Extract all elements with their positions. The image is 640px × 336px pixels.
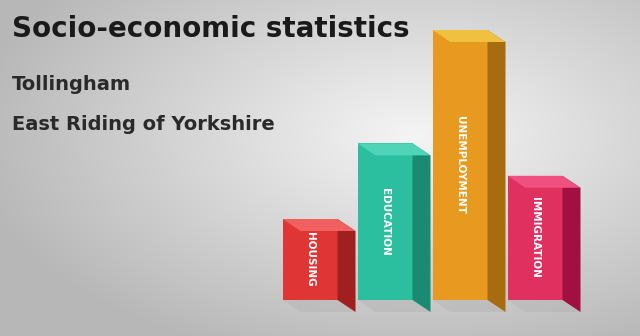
Text: IMMIGRATION: IMMIGRATION: [530, 198, 540, 278]
Polygon shape: [358, 143, 413, 300]
Polygon shape: [337, 219, 355, 312]
Polygon shape: [282, 300, 355, 312]
Text: East Riding of Yorkshire: East Riding of Yorkshire: [12, 115, 275, 134]
Text: UNEMPLOYMENT: UNEMPLOYMENT: [455, 116, 465, 214]
Text: Tollingham: Tollingham: [12, 75, 131, 94]
Polygon shape: [508, 176, 580, 188]
Polygon shape: [282, 219, 337, 300]
Text: Socio-economic statistics: Socio-economic statistics: [12, 15, 410, 43]
Polygon shape: [433, 300, 506, 312]
Text: EDUCATION: EDUCATION: [380, 188, 390, 256]
Polygon shape: [433, 30, 506, 42]
Polygon shape: [508, 176, 563, 300]
Polygon shape: [488, 30, 506, 312]
Polygon shape: [433, 30, 488, 300]
Polygon shape: [563, 176, 580, 312]
Polygon shape: [358, 300, 431, 312]
Polygon shape: [358, 143, 431, 155]
Polygon shape: [282, 219, 355, 231]
Polygon shape: [413, 143, 431, 312]
Polygon shape: [508, 300, 580, 312]
Text: HOUSING: HOUSING: [305, 232, 315, 287]
